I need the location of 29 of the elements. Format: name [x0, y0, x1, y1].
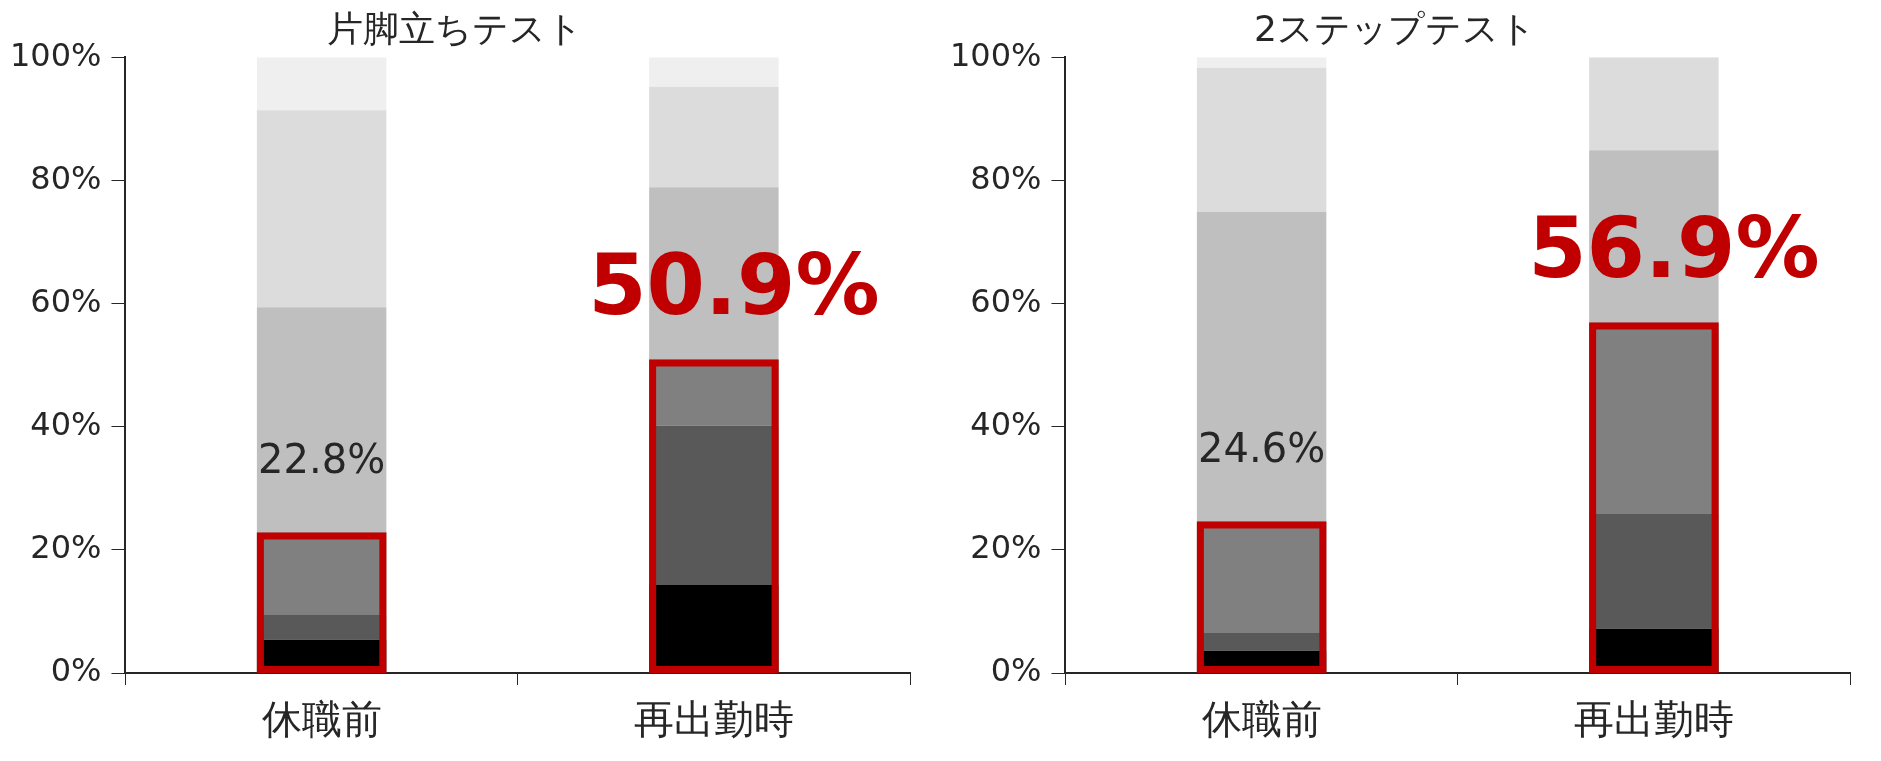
y-tick-label: 20% [30, 528, 102, 567]
bar [1589, 57, 1719, 151]
chart-title: 2ステップテスト [1254, 7, 1536, 49]
annotation: 24.6% [1198, 424, 1326, 471]
bar [1196, 67, 1327, 212]
y-tick-label: 40% [30, 404, 102, 443]
chart-title: 片脚立ちテスト [327, 7, 583, 49]
annotation: 22.8% [258, 435, 386, 482]
y-tick-label: 0% [990, 651, 1042, 690]
bar [1196, 57, 1327, 68]
y-tick-label: 100% [950, 35, 1042, 74]
y-tick-label: 20% [970, 528, 1042, 567]
y-tick-label: 60% [30, 281, 102, 320]
annotation: 56.9% [1528, 199, 1820, 298]
bar [256, 110, 387, 308]
y-tick-label: 80% [30, 158, 102, 197]
x-tick-label: 休職前 [1201, 696, 1322, 743]
bar [256, 57, 387, 111]
y-tick-label: 40% [970, 404, 1042, 443]
x-tick-label: 再出勤時 [1573, 696, 1734, 743]
x-tick-label: 再出勤時 [633, 696, 794, 743]
y-tick-label: 80% [970, 158, 1042, 197]
bar [649, 86, 779, 188]
bar [649, 57, 779, 87]
y-tick-label: 60% [970, 281, 1042, 320]
y-tick-label: 100% [10, 35, 102, 74]
annotation: 50.9% [588, 236, 880, 335]
x-tick-label: 休職前 [261, 696, 382, 743]
y-tick-label: 0% [50, 651, 102, 690]
